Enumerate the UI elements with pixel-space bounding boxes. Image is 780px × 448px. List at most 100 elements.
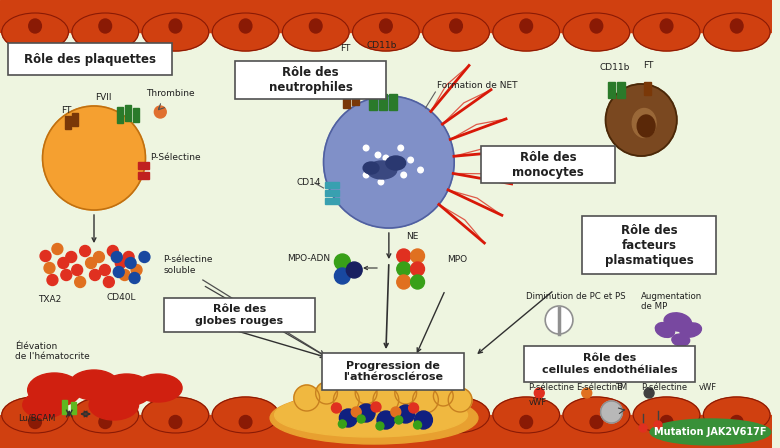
Text: CD14: CD14 xyxy=(297,177,321,186)
Circle shape xyxy=(44,263,55,273)
Ellipse shape xyxy=(633,13,700,51)
Circle shape xyxy=(397,275,410,289)
Ellipse shape xyxy=(101,374,152,406)
Circle shape xyxy=(58,258,69,268)
FancyBboxPatch shape xyxy=(582,216,716,274)
Ellipse shape xyxy=(353,13,419,51)
Ellipse shape xyxy=(310,415,322,428)
Circle shape xyxy=(410,262,424,276)
Circle shape xyxy=(391,407,401,417)
Text: Rôle des
neutrophiles: Rôle des neutrophiles xyxy=(269,66,353,94)
Text: P-sélectine
soluble: P-sélectine soluble xyxy=(163,255,213,275)
Ellipse shape xyxy=(680,323,701,337)
Circle shape xyxy=(104,276,115,288)
FancyBboxPatch shape xyxy=(481,146,615,183)
Ellipse shape xyxy=(672,334,690,346)
Text: P-sélectine: P-sélectine xyxy=(641,383,687,392)
Bar xyxy=(324,198,339,204)
Bar xyxy=(343,94,350,108)
Ellipse shape xyxy=(212,397,279,433)
Bar xyxy=(369,94,377,110)
Bar xyxy=(117,107,122,123)
Circle shape xyxy=(129,272,140,284)
Ellipse shape xyxy=(72,13,139,51)
FancyBboxPatch shape xyxy=(236,61,386,99)
Circle shape xyxy=(339,409,357,427)
Bar xyxy=(125,105,130,121)
Circle shape xyxy=(339,420,346,428)
Ellipse shape xyxy=(730,19,743,33)
Ellipse shape xyxy=(423,13,489,51)
Circle shape xyxy=(112,251,122,263)
Ellipse shape xyxy=(270,392,478,444)
Text: CD11b: CD11b xyxy=(600,63,630,72)
Bar xyxy=(644,82,651,95)
Circle shape xyxy=(52,244,63,254)
Circle shape xyxy=(94,251,105,263)
Text: Thrombine: Thrombine xyxy=(147,89,195,98)
Ellipse shape xyxy=(239,415,252,428)
Ellipse shape xyxy=(99,19,112,33)
Text: CD40L: CD40L xyxy=(107,293,136,302)
Text: FT: FT xyxy=(644,61,654,70)
Text: FVII: FVII xyxy=(94,93,112,102)
Circle shape xyxy=(378,179,384,185)
Text: Progression de
l'athérosclérose: Progression de l'athérosclérose xyxy=(343,361,443,382)
Ellipse shape xyxy=(704,397,770,433)
Ellipse shape xyxy=(29,19,41,33)
Circle shape xyxy=(408,157,413,163)
Circle shape xyxy=(377,411,395,429)
Ellipse shape xyxy=(563,397,629,433)
Circle shape xyxy=(131,264,142,276)
Text: CD11b: CD11b xyxy=(366,41,396,50)
Text: FT: FT xyxy=(340,44,351,53)
Circle shape xyxy=(75,276,86,288)
Circle shape xyxy=(61,270,72,280)
Circle shape xyxy=(448,388,472,412)
Circle shape xyxy=(410,249,424,263)
Circle shape xyxy=(363,172,369,178)
FancyBboxPatch shape xyxy=(8,43,172,75)
Ellipse shape xyxy=(563,13,629,51)
Circle shape xyxy=(72,264,83,276)
Circle shape xyxy=(371,402,381,412)
Circle shape xyxy=(418,167,424,173)
Circle shape xyxy=(40,250,51,262)
Circle shape xyxy=(355,382,377,404)
Circle shape xyxy=(605,84,677,156)
Text: NE: NE xyxy=(406,232,418,241)
Bar xyxy=(62,400,67,414)
Ellipse shape xyxy=(239,19,252,33)
Text: FT: FT xyxy=(62,105,72,115)
Circle shape xyxy=(397,249,410,263)
Ellipse shape xyxy=(29,415,41,428)
Bar xyxy=(66,116,71,129)
Ellipse shape xyxy=(135,374,182,402)
Circle shape xyxy=(335,254,350,270)
Ellipse shape xyxy=(450,19,463,33)
Ellipse shape xyxy=(590,19,603,33)
Ellipse shape xyxy=(633,108,656,138)
Bar xyxy=(389,94,397,110)
Circle shape xyxy=(397,262,410,276)
Bar xyxy=(324,182,339,188)
Ellipse shape xyxy=(664,313,692,331)
Circle shape xyxy=(316,382,338,404)
Circle shape xyxy=(119,270,130,280)
Ellipse shape xyxy=(655,323,675,337)
Circle shape xyxy=(351,407,361,417)
Circle shape xyxy=(324,96,454,228)
FancyBboxPatch shape xyxy=(321,353,464,390)
Ellipse shape xyxy=(169,415,182,428)
Ellipse shape xyxy=(590,415,603,428)
Ellipse shape xyxy=(169,19,182,33)
Circle shape xyxy=(409,403,419,413)
Text: Diminution de PC et PS: Diminution de PC et PS xyxy=(526,292,626,301)
Ellipse shape xyxy=(282,397,349,433)
Bar xyxy=(608,82,615,98)
Ellipse shape xyxy=(660,415,673,428)
Circle shape xyxy=(373,387,399,413)
Text: Rôle des
cellules endothéliales: Rôle des cellules endothéliales xyxy=(542,353,677,375)
Text: Mutation JAK2V617F: Mutation JAK2V617F xyxy=(654,427,767,437)
Ellipse shape xyxy=(520,19,533,33)
